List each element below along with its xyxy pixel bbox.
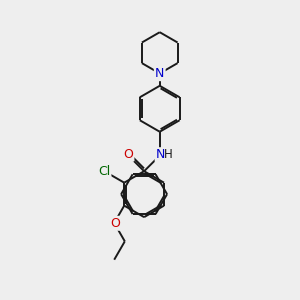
Text: O: O [124,148,134,160]
Text: N: N [155,67,164,80]
Text: H: H [164,148,173,161]
Text: Cl: Cl [99,165,111,178]
Text: N: N [156,148,165,161]
Text: O: O [110,217,120,230]
